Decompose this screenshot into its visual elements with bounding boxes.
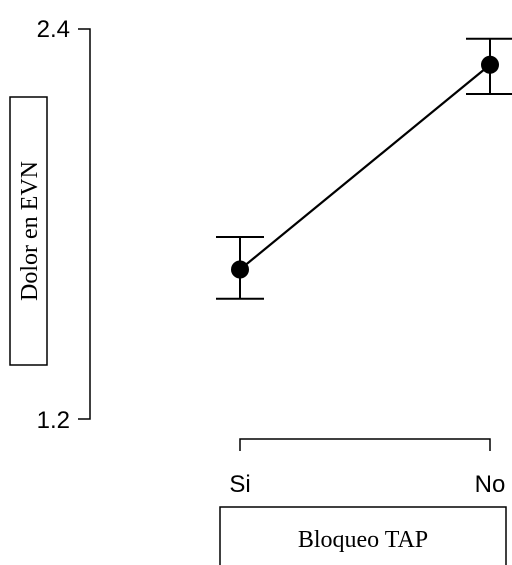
- y-axis-title-box: [9, 96, 48, 366]
- x-tick-label-si: Si: [229, 471, 250, 498]
- y-axis: 2.4 1.2 Dolor en EVN: [9, 16, 91, 434]
- data-marks: [216, 37, 512, 300]
- y-axis-line: [78, 28, 91, 420]
- y-tick-label-min: 1.2: [37, 407, 70, 434]
- data-point-si: [231, 260, 249, 279]
- x-axis-title: Bloqueo TAP: [298, 527, 428, 553]
- y-tick-label-max: 2.4: [37, 16, 70, 43]
- x-axis: Si No Bloqueo TAP: [219, 438, 507, 565]
- data-point-no: [481, 55, 499, 74]
- series-line: [239, 63, 491, 271]
- y-axis-title: Dolor en EVN: [17, 161, 43, 301]
- x-axis-title-box: [219, 506, 507, 565]
- plot-series: [216, 37, 512, 300]
- x-axis-line: [239, 438, 491, 451]
- x-tick-label-no: No: [475, 471, 506, 498]
